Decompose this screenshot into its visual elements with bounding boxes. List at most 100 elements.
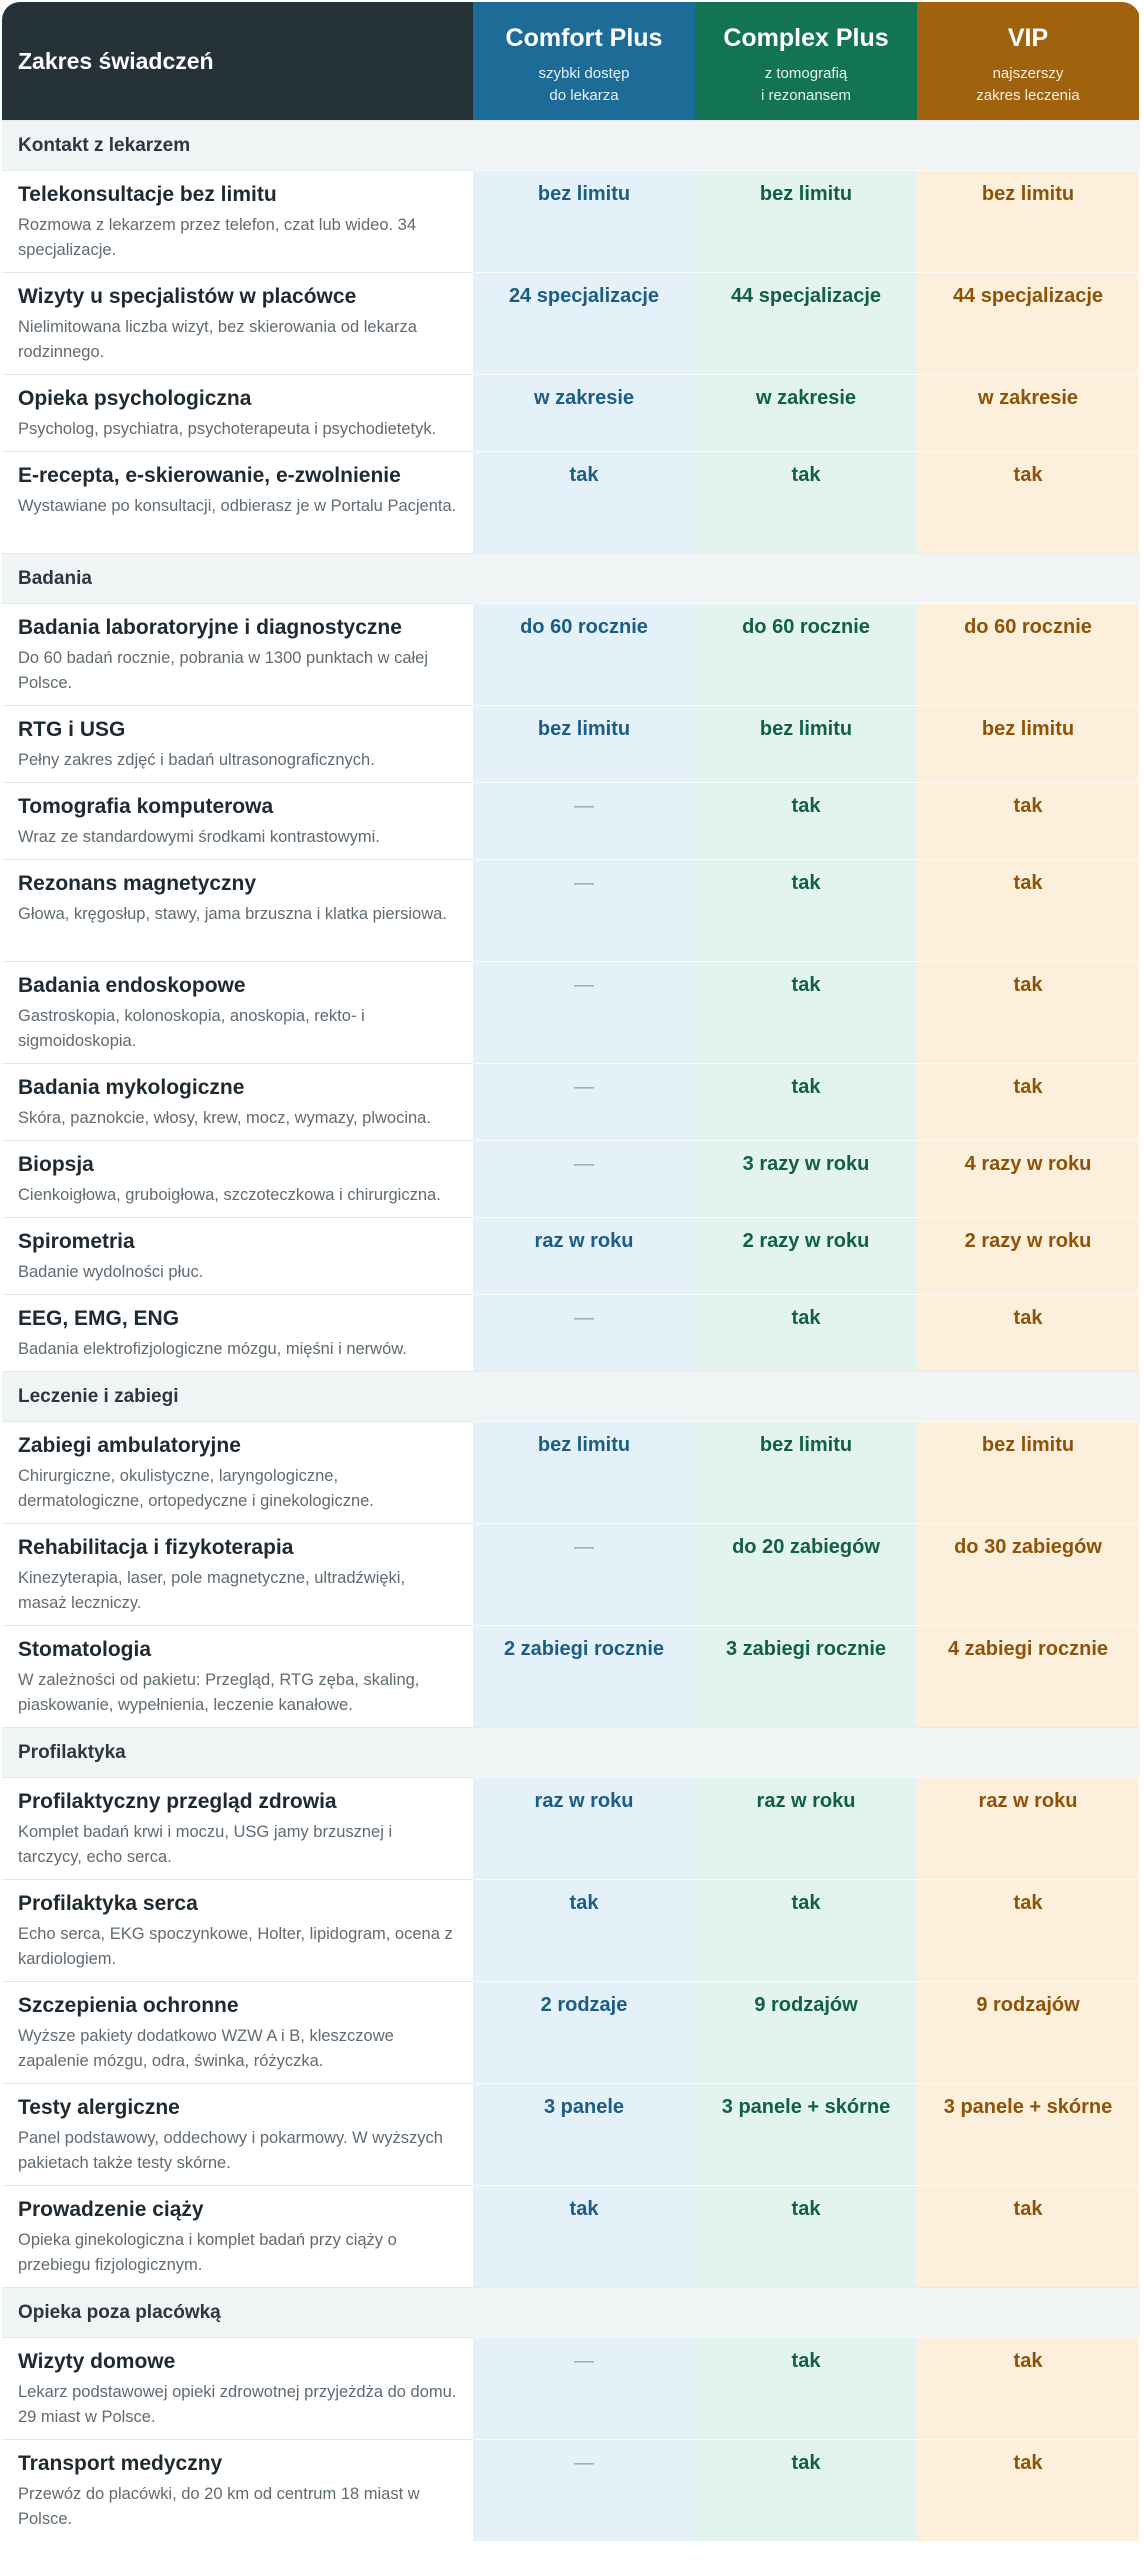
row-title: Tomografia komputerowa bbox=[18, 795, 274, 818]
cell-vip: tak bbox=[917, 1879, 1139, 1981]
row-title: Rehabilitacja i fizykoterapia bbox=[18, 1536, 294, 1559]
row-label: Biopsja Cienkoigłowa, gruboigłowa, szczot… bbox=[2, 1140, 473, 1217]
cell-comfort: bez limitu bbox=[473, 1421, 695, 1523]
cell-comfort: 24 specjalizacje bbox=[473, 272, 695, 374]
row-label: Wizyty domowe Lekarz podstawowej opieki z… bbox=[2, 2337, 473, 2439]
cell-comfort: — bbox=[473, 782, 695, 859]
cell-vip: bez limitu bbox=[917, 170, 1139, 272]
cell-vip: tak bbox=[917, 1063, 1139, 1140]
table-row: Szczepienia ochronne Wyższe pakiety dodat… bbox=[2, 1981, 1140, 2083]
cell-comfort: bez limitu bbox=[473, 705, 695, 782]
row-label: Rehabilitacja i fizykoterapia Kinezyterap… bbox=[2, 1523, 473, 1625]
row-description: Panel podstawowy, oddechowy i pokarmowy.… bbox=[18, 2129, 443, 2172]
row-description: Wyższe pakiety dodatkowo WZW A i B, kles… bbox=[18, 2027, 394, 2070]
cell-complex: tak bbox=[695, 859, 917, 961]
row-description: Wraz ze standardowymi środkami kontrasto… bbox=[18, 828, 380, 846]
plan-header-vip: VIP najszerszy zakres leczenia bbox=[917, 2, 1139, 120]
row-title: Wizyty u specjalistów w placówce bbox=[18, 285, 357, 308]
cell-comfort: — bbox=[473, 1063, 695, 1140]
row-title: E-recepta, e-skierowanie, e-zwolnienie bbox=[18, 464, 401, 487]
cell-comfort: — bbox=[473, 961, 695, 1063]
table-row: Rehabilitacja i fizykoterapia Kinezyterap… bbox=[2, 1523, 1140, 1625]
table-row: Wizyty u specjalistów w placówce Nielimit… bbox=[2, 272, 1140, 374]
cell-vip: tak bbox=[917, 1294, 1139, 1371]
cell-comfort: tak bbox=[473, 2185, 695, 2287]
row-label: Testy alergiczne Panel podstawowy, oddech… bbox=[2, 2083, 473, 2185]
cell-vip: bez limitu bbox=[917, 705, 1139, 782]
row-description: Psycholog, psychiatra, psychoterapeuta i… bbox=[18, 420, 437, 438]
cell-comfort: w zakresie bbox=[473, 374, 695, 451]
cell-vip: 4 razy w roku bbox=[917, 1140, 1139, 1217]
table-row: Opieka psychologiczna Psycholog, psychiat… bbox=[2, 374, 1140, 451]
cell-complex: raz w roku bbox=[695, 1777, 917, 1879]
row-title: Biopsja bbox=[18, 1153, 94, 1176]
row-title: Badania mykologiczne bbox=[18, 1076, 245, 1099]
cell-comfort: 3 panele bbox=[473, 2083, 695, 2185]
row-title: Opieka psychologiczna bbox=[18, 387, 252, 410]
cell-complex: tak bbox=[695, 782, 917, 859]
cell-complex: bez limitu bbox=[695, 170, 917, 272]
cell-complex: tak bbox=[695, 1063, 917, 1140]
cell-complex: bez limitu bbox=[695, 1421, 917, 1523]
plan-subtitle: z tomografią bbox=[764, 65, 848, 82]
plan-name: Complex Plus bbox=[723, 24, 889, 52]
cell-complex: tak bbox=[695, 2185, 917, 2287]
row-description: Badanie wydolności płuc. bbox=[18, 1263, 204, 1281]
table-row: E-recepta, e-skierowanie, e-zwolnienie Wy… bbox=[2, 451, 1140, 553]
row-label: Badania endoskopowe Gastroskopia, kolonos… bbox=[2, 961, 473, 1063]
cell-comfort: tak bbox=[473, 1879, 695, 1981]
row-title: Badania endoskopowe bbox=[18, 974, 246, 997]
table-row: Badania endoskopowe Gastroskopia, kolonos… bbox=[2, 961, 1140, 1063]
row-label: Szczepienia ochronne Wyższe pakiety dodat… bbox=[2, 1981, 473, 2083]
table-row: Wizyty domowe Lekarz podstawowej opieki z… bbox=[2, 2337, 1140, 2439]
table-body: Kontakt z lekarzem Telekonsultacje bez li… bbox=[2, 120, 1140, 2541]
cell-complex: tak bbox=[695, 451, 917, 553]
table-row: Prowadzenie ciąży Opieka ginekologiczna i… bbox=[2, 2185, 1140, 2287]
cell-comfort: 2 zabiegi rocznie bbox=[473, 1625, 695, 1727]
cell-comfort: 2 rodzaje bbox=[473, 1981, 695, 2083]
cell-complex: 44 specjalizacje bbox=[695, 272, 917, 374]
plan-header-complex: Complex Plus z tomografią i rezonansem bbox=[695, 2, 917, 120]
plan-subtitle: szybki dostęp bbox=[538, 65, 630, 82]
plan-name: Comfort Plus bbox=[505, 24, 663, 52]
cell-vip: tak bbox=[917, 451, 1139, 553]
row-description: Badania elektrofizjologiczne mózgu, mięś… bbox=[18, 1340, 407, 1358]
cell-complex: tak bbox=[695, 2439, 917, 2541]
header-label: Zakres świadczeń bbox=[2, 2, 473, 120]
row-label: Opieka psychologiczna Psycholog, psychiat… bbox=[2, 374, 473, 451]
cell-vip: 9 rodzajów bbox=[917, 1981, 1139, 2083]
cell-comfort: — bbox=[473, 1523, 695, 1625]
table-row: Testy alergiczne Panel podstawowy, oddech… bbox=[2, 2083, 1140, 2185]
row-title: Badania laboratoryjne i diagnostyczne bbox=[18, 616, 402, 639]
cell-comfort: — bbox=[473, 2337, 695, 2439]
row-label: Profilaktyka serca Echo serca, EKG spoczy… bbox=[2, 1879, 473, 1981]
table-row: Spirometria Badanie wydolności płuc. raz w… bbox=[2, 1217, 1140, 1294]
row-label: Tomografia komputerowa Wraz ze standardow… bbox=[2, 782, 473, 859]
row-title: Profilaktyczny przegląd zdrowia bbox=[18, 1790, 337, 1813]
cell-comfort: bez limitu bbox=[473, 170, 695, 272]
row-title: Zabiegi ambulatoryjne bbox=[18, 1434, 241, 1457]
section-header: Opieka poza placówką bbox=[2, 2287, 1140, 2337]
table-row: Transport medyczny Przewóz do placówki, d… bbox=[2, 2439, 1140, 2541]
cell-vip: bez limitu bbox=[917, 1421, 1139, 1523]
row-description: Rozmowa z lekarzem przez telefon, czat l… bbox=[18, 216, 417, 259]
row-title: Testy alergiczne bbox=[18, 2096, 180, 2119]
row-description: Lekarz podstawowej opieki zdrowotnej prz… bbox=[18, 2383, 457, 2426]
table-row: Rezonans magnetyczny Głowa, kręgosłup, st… bbox=[2, 859, 1140, 961]
table-row: RTG i USG Pełny zakres zdjęć i badań ultr… bbox=[2, 705, 1140, 782]
section-header: Kontakt z lekarzem bbox=[2, 120, 1140, 170]
row-description: Głowa, kręgosłup, stawy, jama brzuszna i… bbox=[18, 905, 447, 923]
table-row: EEG, EMG, ENG Badania elektrofizjologiczn… bbox=[2, 1294, 1140, 1371]
row-title: Wizyty domowe bbox=[18, 2350, 176, 2373]
plan-header-comfort: Comfort Plus szybki dostęp do lekarza bbox=[473, 2, 695, 120]
cell-complex: tak bbox=[695, 1879, 917, 1981]
table-row: Tomografia komputerowa Wraz ze standardow… bbox=[2, 782, 1140, 859]
cell-complex: 9 rodzajów bbox=[695, 1981, 917, 2083]
cell-vip: tak bbox=[917, 2439, 1139, 2541]
cell-vip: tak bbox=[917, 859, 1139, 961]
cell-vip: do 60 rocznie bbox=[917, 603, 1139, 705]
row-description: W zależności od pakietu: Przegląd, RTG z… bbox=[18, 1671, 420, 1714]
cell-vip: 44 specjalizacje bbox=[917, 272, 1139, 374]
plan-subtitle: zakres leczenia bbox=[976, 87, 1080, 104]
row-title: Szczepienia ochronne bbox=[18, 1994, 239, 2017]
